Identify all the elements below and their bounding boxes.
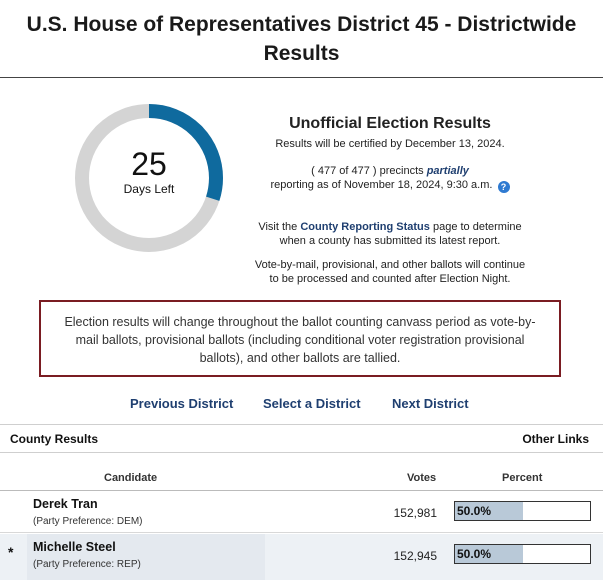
candidate-party: (Party Preference: REP) [33, 559, 141, 570]
percent-label: 50.0% [457, 504, 492, 518]
vbm-line-2: to be processed and counted after Electi… [269, 273, 511, 285]
percent-label: 50.0% [457, 547, 492, 561]
reporting-time: reporting as of November 18, 2024, 9:30 … [270, 179, 493, 191]
header-divider [0, 490, 603, 491]
precinct-count: ( 477 of 477 ) precincts [311, 165, 427, 177]
visit-line: Visit the County Reporting Status page t… [240, 220, 540, 234]
county-results-link[interactable]: County Results [10, 432, 99, 446]
countdown-days: 25 [131, 146, 167, 182]
countdown-ring-graphic [75, 104, 223, 252]
percent-bar-fill [455, 502, 523, 520]
visit-prefix: Visit the [258, 221, 301, 233]
votes-header: Votes [407, 472, 437, 484]
percent-bar: 50.0% [454, 501, 591, 521]
page-title: U.S. House of Representatives District 4… [26, 13, 577, 65]
percent-header: Percent [502, 472, 543, 484]
candidate-cell: Derek Tran (Party Preference: DEM) [27, 491, 265, 532]
candidate-header: Candidate [104, 472, 158, 484]
table-row: * Michelle Steel (Party Preference: REP)… [0, 534, 603, 580]
precinct-status: ( 477 of 477 ) precincts partially repor… [240, 164, 540, 193]
election-info: Unofficial Election Results Results will… [240, 114, 540, 286]
candidate-name: Derek Tran [33, 497, 98, 511]
visit-note: Visit the County Reporting Status page t… [240, 220, 540, 248]
visit-line-2: when a county has submitted its latest r… [279, 235, 501, 247]
next-district-link[interactable]: Next District [392, 396, 469, 411]
results-notice: Election results will change throughout … [39, 300, 561, 377]
other-links-link[interactable]: Other Links [522, 432, 589, 446]
county-reporting-status-link[interactable]: County Reporting Status [300, 221, 430, 233]
precinct-emphasis: partially [426, 165, 469, 177]
countdown-label: Days Left [123, 182, 175, 196]
question-circle-icon[interactable]: ? [497, 181, 510, 193]
countdown-ring-progress [75, 104, 223, 252]
visit-suffix: page to determine [429, 221, 522, 233]
select-district-link[interactable]: Select a District [263, 396, 361, 411]
countdown-ring: 25 Days Left [73, 102, 225, 254]
previous-district-link[interactable]: Previous District [130, 396, 234, 411]
candidate-votes: 152,945 [393, 549, 437, 563]
info-title: Unofficial Election Results [289, 115, 491, 132]
vbm-note: Vote-by-mail, provisional, and other bal… [240, 258, 540, 286]
candidate-votes: 152,981 [393, 506, 437, 520]
table-row: Derek Tran (Party Preference: DEM) 152,9… [0, 491, 603, 533]
candidate-name: Michelle Steel [33, 540, 116, 554]
certified-date: Results will be certified by December 13… [275, 138, 505, 150]
title-divider [0, 77, 603, 78]
reporting-line: reporting as of November 18, 2024, 9:30 … [240, 178, 540, 193]
percent-bar-fill [455, 545, 523, 563]
winner-mark: * [8, 544, 14, 560]
candidate-party: (Party Preference: DEM) [33, 516, 143, 527]
vbm-line-1: Vote-by-mail, provisional, and other bal… [254, 259, 526, 271]
section-bar: County Results Other Links [0, 424, 603, 453]
percent-bar: 50.0% [454, 544, 591, 564]
candidate-cell: Michelle Steel (Party Preference: REP) [27, 534, 265, 580]
precinct-line: ( 477 of 477 ) precincts partially [240, 164, 540, 178]
